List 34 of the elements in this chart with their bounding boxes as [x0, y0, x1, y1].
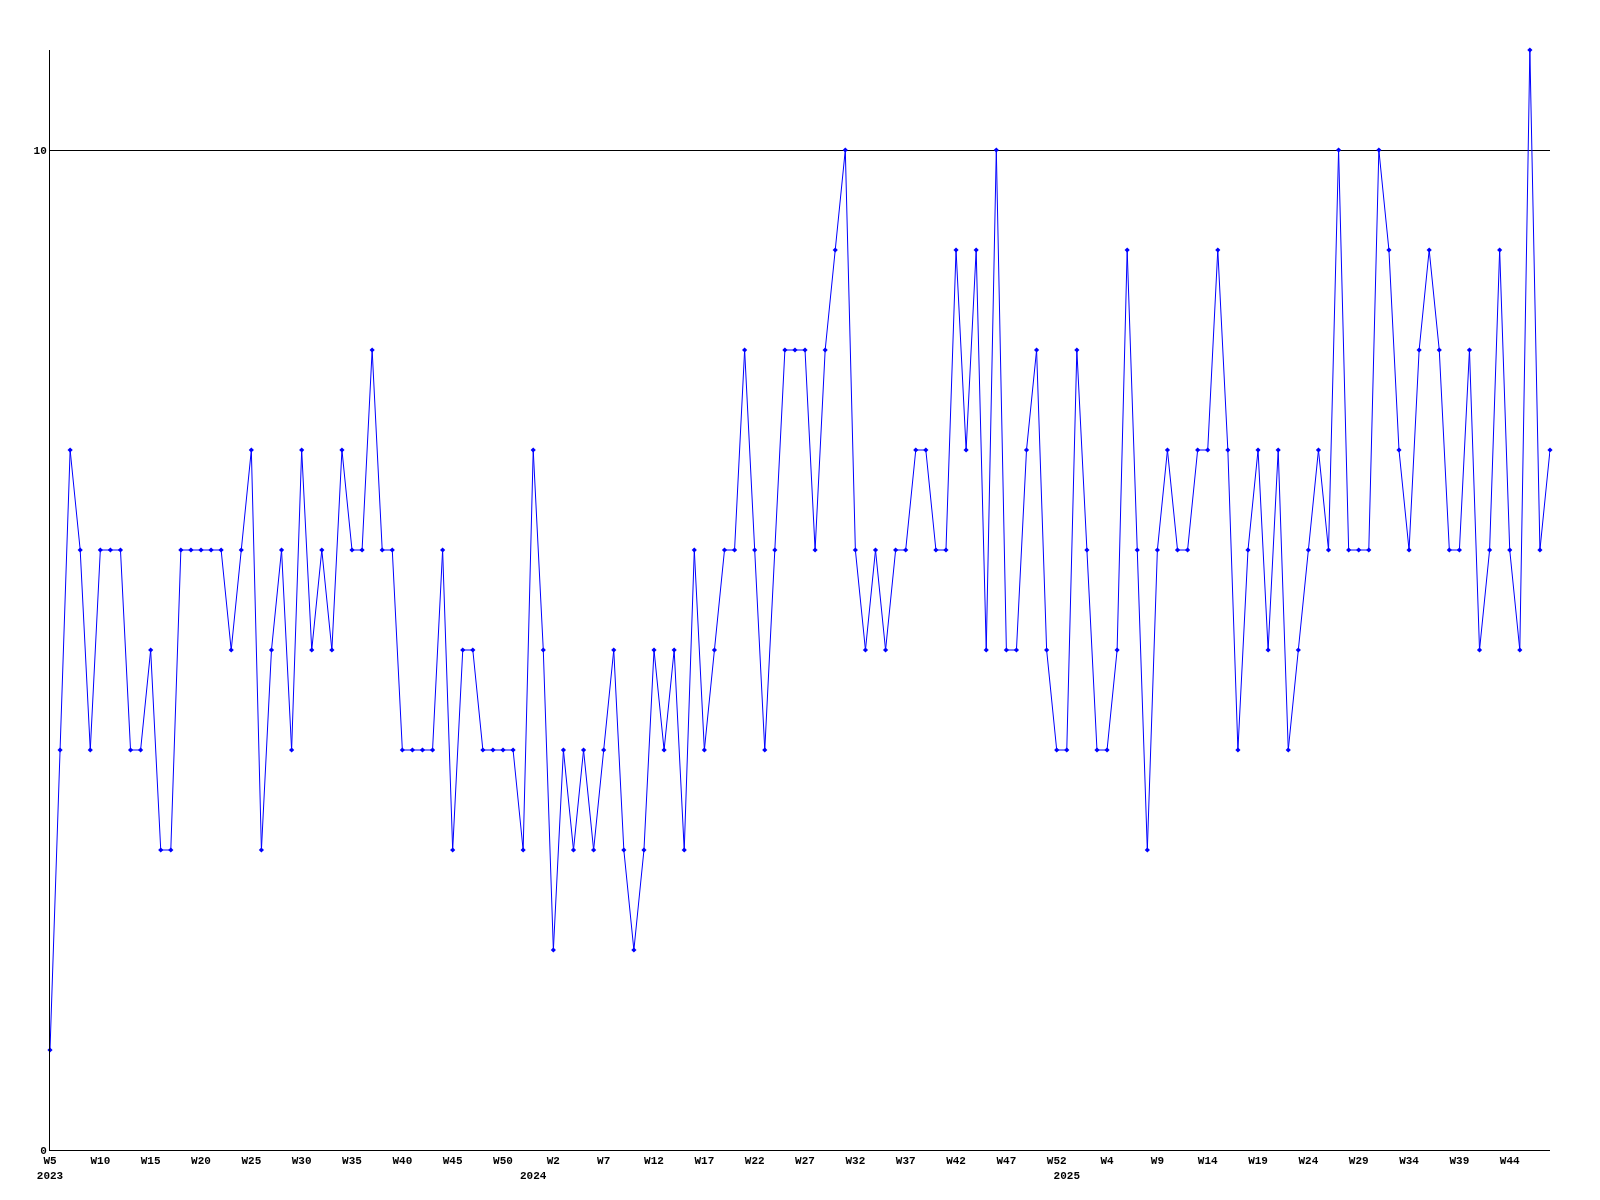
x-tick-label: W2 [546, 1155, 560, 1168]
x-tick-label: W24 [1298, 1155, 1319, 1168]
x-tick-label: W7 [597, 1155, 611, 1168]
y-tick-label: 0 [40, 1144, 47, 1157]
x-tick-label: W52 [1046, 1155, 1067, 1168]
x-tick-label: W17 [694, 1155, 715, 1168]
x-tick-label: W5 2023 [36, 1155, 64, 1182]
x-tick-label: 2025 [1053, 1169, 1081, 1182]
x-tick-label: W35 [342, 1155, 363, 1168]
x-tick-label: W44 [1499, 1155, 1521, 1168]
x-tick-label: W19 [1248, 1155, 1268, 1168]
x-tick-label: W29 [1348, 1155, 1369, 1168]
x-tick-label: W15 [140, 1155, 161, 1168]
x-tick-label: W45 [442, 1155, 463, 1168]
x-tick-label: W30 [291, 1155, 312, 1168]
x-tick-label: W22 [744, 1155, 765, 1168]
x-tick-label: W27 [795, 1155, 815, 1168]
x-tick-label: W12 [644, 1155, 664, 1168]
x-tick-label: W50 [493, 1155, 513, 1168]
x-tick-label: W40 [392, 1155, 413, 1168]
x-tick-label: W14 [1197, 1155, 1219, 1168]
x-tick-label: W10 [90, 1155, 111, 1168]
x-tick-label: W37 [895, 1155, 916, 1168]
x-tick-label: W39 [1449, 1155, 1470, 1168]
x-tick-label: W47 [996, 1155, 1017, 1168]
y-tick-label: 10 [33, 144, 47, 157]
x-tick-label: W42 [946, 1155, 966, 1168]
x-tick-label: W20 [191, 1155, 211, 1168]
x-tick-label: W25 [241, 1155, 262, 1168]
x-tick-label: W4 [1100, 1155, 1115, 1168]
x-tick-label: W9 [1150, 1155, 1164, 1168]
x-tick-label: W32 [845, 1155, 866, 1168]
x-tick-label: 2024 [520, 1169, 547, 1182]
x-tick-label: W34 [1399, 1155, 1420, 1168]
